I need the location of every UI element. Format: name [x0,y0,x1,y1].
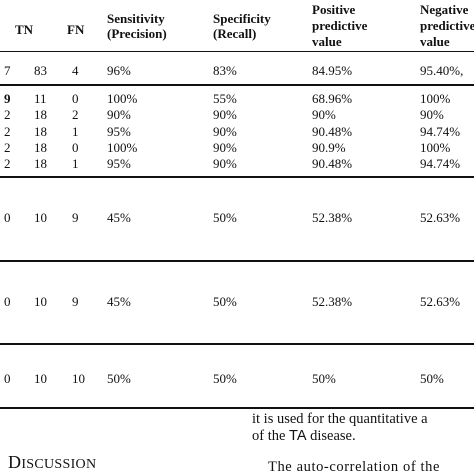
header-rule [0,51,474,52]
row-0-specificity: 83% [213,63,237,78]
row-5-sensitivity: 95% [107,156,131,171]
row-4-sensitivity: 100% [107,140,138,155]
table-bottom-rule [0,407,474,409]
row-1-sensitivity: 100% [107,91,138,106]
header-npv-1: Negative [420,2,469,17]
row-2-tn: 18 [34,107,47,122]
body-text-ta: TA [289,428,307,444]
header-npv-3: value [420,34,450,49]
row-4-tn: 18 [34,140,47,155]
body-text-line-3: The auto-correlation of the [268,459,441,475]
row-5-lead: 2 [4,156,11,171]
row-2-sensitivity: 90% [107,107,131,122]
section-heading-discussion: DISCUSSION [8,452,97,472]
row-5-ppv: 90.48% [312,156,353,171]
row-6-npv: 52.63% [420,210,461,225]
row-2-fn: 2 [72,107,79,122]
row-4-fn: 0 [72,140,79,155]
row-1-ppv: 68.96% [312,91,353,106]
header-sensitivity: Sensitivity [107,11,165,26]
row-8-specificity: 50% [213,371,237,386]
row-4-npv: 100% [420,140,451,155]
row-5-specificity: 90% [213,156,237,171]
row-1-specificity: 55% [213,91,237,106]
row-7-tn: 10 [34,294,47,309]
row-6-ppv: 52.38% [312,210,353,225]
row-2-specificity: 90% [213,107,237,122]
header-fn: FN [67,22,85,37]
header-ppv-3: value [312,34,342,49]
row-0-tn: 83 [34,63,47,78]
row-3-npv: 94.74% [420,124,461,139]
header-ppv-1: Positive [312,2,356,17]
row-8-tn: 10 [34,371,47,386]
row-8-fn: 10 [72,371,85,386]
row-7-ppv: 52.38% [312,294,353,309]
group-rule-1 [0,84,474,86]
header-tn: TN [15,22,34,37]
row-4-lead: 2 [4,140,11,155]
row-5-npv: 94.74% [420,156,461,171]
header-npv-2: predictive [420,18,474,33]
header-ppv-2: predictive [312,18,368,33]
group-rule-4 [0,343,474,345]
row-8-sensitivity: 50% [107,371,131,386]
row-1-npv: 100% [420,91,451,106]
body-text-line-2-post: disease. [306,428,356,444]
row-0-fn: 4 [72,63,79,78]
row-7-fn: 9 [72,294,79,309]
row-7-npv: 52.63% [420,294,461,309]
row-8-lead: 0 [4,371,11,386]
row-7-lead: 0 [4,294,11,309]
row-3-ppv: 90.48% [312,124,353,139]
row-3-lead: 2 [4,124,11,139]
row-3-sensitivity: 95% [107,124,131,139]
row-6-tn: 10 [34,210,47,225]
row-5-tn: 18 [34,156,47,171]
header-specificity-sub: (Recall) [213,26,257,41]
group-rule-2 [0,176,474,178]
row-2-lead: 2 [4,107,11,122]
row-4-ppv: 90.9% [312,140,346,155]
row-1-lead: 9 [4,91,11,106]
row-2-npv: 90% [420,107,444,122]
body-text-line-2: of the TA disease. [252,429,356,444]
row-8-ppv: 50% [312,371,336,386]
row-5-fn: 1 [72,156,79,171]
row-2-ppv: 90% [312,107,336,122]
header-specificity: Specificity [213,11,271,26]
section-heading-rest: ISCUSSION [21,457,97,472]
row-3-fn: 1 [72,124,79,139]
row-8-npv: 50% [420,371,444,386]
row-7-sensitivity: 45% [107,294,131,309]
row-4-specificity: 90% [213,140,237,155]
section-heading-initial: D [8,452,22,472]
row-0-lead: 7 [4,63,11,78]
row-6-specificity: 50% [213,210,237,225]
header-sensitivity-sub: (Precision) [107,26,167,41]
row-0-ppv: 84.95% [312,63,353,78]
body-text-line-2-pre: of the [252,428,290,444]
row-6-lead: 0 [4,210,11,225]
row-6-fn: 9 [72,210,79,225]
row-0-npv: 95.40%, [420,63,464,78]
row-7-specificity: 50% [213,294,237,309]
row-1-tn: 11 [34,91,47,106]
row-1-fn: 0 [72,91,79,106]
row-0-sensitivity: 96% [107,63,131,78]
row-3-tn: 18 [34,124,47,139]
body-text-line-1: it is used for the quantitative a [252,411,428,427]
row-3-specificity: 90% [213,124,237,139]
row-6-sensitivity: 45% [107,210,131,225]
group-rule-3 [0,260,474,262]
